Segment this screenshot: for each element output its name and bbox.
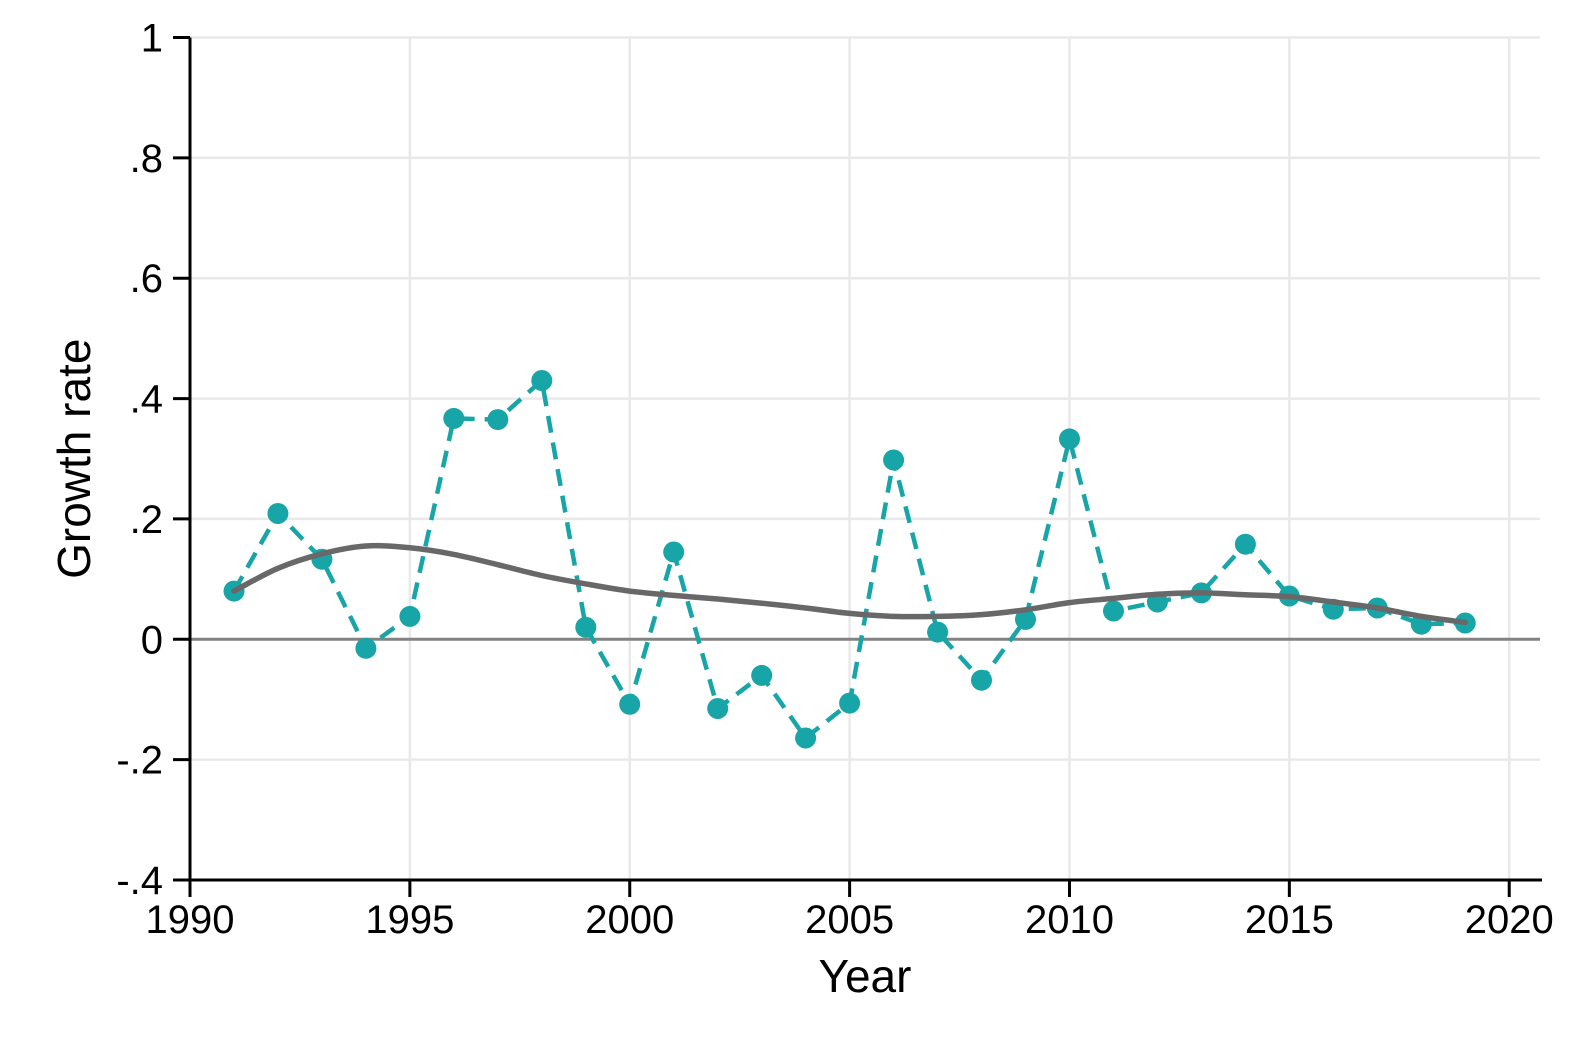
y-axis-title: Growth rate	[48, 339, 100, 579]
x-tick-label: 2020	[1465, 898, 1554, 942]
axes	[173, 36, 1542, 897]
x-tick-label: 1990	[146, 898, 235, 942]
x-tick-label: 2015	[1245, 898, 1334, 942]
y-tick-label: .2	[130, 498, 163, 542]
y-tick-label: .8	[130, 137, 163, 181]
y-tick-label: 0	[141, 618, 163, 662]
x-tick-label: 2000	[585, 898, 674, 942]
x-tick-label: 2005	[805, 898, 894, 942]
y-tick-label: -.2	[116, 739, 163, 783]
y-tick-label: 1	[141, 17, 163, 61]
y-tick-label: -.4	[116, 859, 163, 903]
x-tick-label: 1995	[365, 898, 454, 942]
gridlines	[190, 36, 1540, 880]
lowess-trend-line	[231, 542, 1468, 626]
growth-rate-series	[223, 370, 1476, 749]
x-tick-label: 2010	[1025, 898, 1114, 942]
x-axis-title: Year	[819, 950, 912, 1002]
y-tick-label: .4	[130, 378, 163, 422]
y-tick-label: .6	[130, 257, 163, 301]
